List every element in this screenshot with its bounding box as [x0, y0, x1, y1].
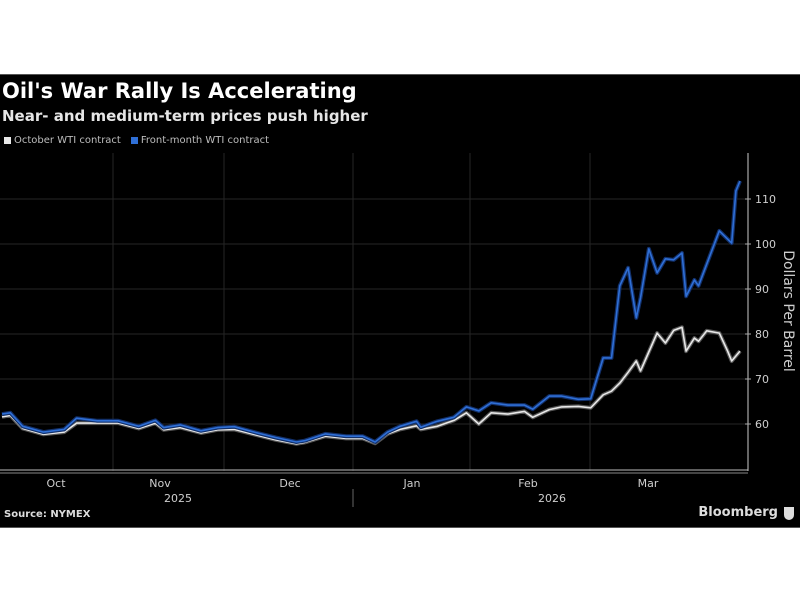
x-tick-label: Jan — [403, 477, 421, 490]
bloomberg-shield-icon — [784, 507, 794, 520]
x-tick-label: Mar — [638, 477, 659, 490]
y-tick-label: 100 — [755, 238, 776, 251]
chart-title: Oil's War Rally Is Accelerating — [2, 79, 357, 103]
y-tick-label: 80 — [755, 328, 769, 341]
legend-swatch-front-month — [130, 136, 138, 144]
legend-swatch-october — [4, 136, 11, 144]
x-tick-label: Feb — [518, 477, 537, 490]
legend-item-october: October WTI contract — [4, 135, 121, 146]
front-month-wti-line — [1, 180, 741, 443]
y-tick-label: 70 — [755, 373, 769, 386]
chart-subtitle: Near- and medium-term prices push higher — [2, 107, 368, 125]
year-label: 2026 — [538, 492, 566, 505]
y-axis-label: Dollars Per Barrel — [780, 250, 796, 372]
x-tick-label: Nov — [149, 477, 171, 490]
legend: October WTI contract Front-month WTI con… — [4, 135, 269, 146]
legend-label-october: October WTI contract — [14, 135, 121, 146]
x-tick-label: Oct — [46, 477, 66, 490]
x-tick-label: Dec — [279, 477, 300, 490]
plot-area: 60 70 80 90 100 110 Oct Nov Dec Jan Feb Mar 2025 2026… — [0, 153, 796, 507]
chart-panel: Oil's War Rally Is Accelerating Near- an… — [0, 74, 800, 528]
legend-label-front-month: Front-month WTI contract — [140, 135, 270, 146]
legend-item-front-month: Front-month WTI contract — [130, 135, 270, 146]
y-tick-label: 60 — [755, 418, 769, 431]
y-tick-label: 90 — [755, 283, 769, 296]
bloomberg-logo: Bloomberg — [698, 505, 778, 520]
y-tick-label: 110 — [755, 193, 776, 206]
source-note: Source: NYMEX — [4, 509, 91, 520]
year-label: 2025 — [164, 492, 192, 505]
